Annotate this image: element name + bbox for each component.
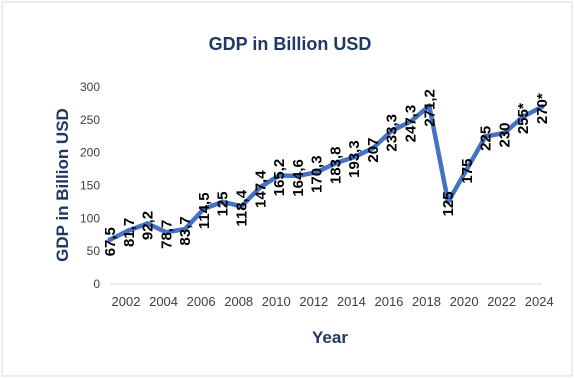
data-label: 233,3 (384, 114, 401, 152)
y-tick-label: 150 (80, 179, 100, 193)
x-tick-label: 2020 (450, 294, 479, 309)
data-point (370, 145, 376, 151)
data-label: 92,2 (140, 211, 157, 240)
data-point (389, 128, 395, 134)
data-point (276, 173, 282, 179)
data-label: 270* (534, 93, 551, 124)
x-tick-label: 2014 (337, 294, 366, 309)
data-label: 83,7 (177, 216, 194, 245)
y-tick-label: 0 (93, 277, 100, 291)
data-label: 165,2 (271, 159, 288, 197)
data-point (351, 154, 357, 160)
x-tick-label: 2006 (187, 294, 216, 309)
data-point (107, 237, 113, 243)
data-point (145, 220, 151, 226)
y-tick-label: 100 (80, 211, 100, 225)
x-tick-label: 2016 (374, 294, 403, 309)
data-label: 175 (459, 159, 476, 184)
data-label: 125 (440, 191, 457, 216)
y-axis-title: GDP in Billion USD (53, 108, 72, 262)
data-label: 114,5 (196, 192, 213, 229)
x-tick-label: 2008 (224, 294, 253, 309)
data-point (257, 184, 263, 190)
data-label: 78,7 (158, 220, 175, 249)
data-point (295, 173, 301, 179)
data-point (520, 114, 526, 120)
data-label: 67,5 (102, 227, 119, 256)
data-label: 81,7 (121, 218, 138, 247)
chart-title: GDP in Billion USD (209, 34, 372, 54)
data-label: 207 (365, 138, 382, 163)
data-label: 147,4 (252, 170, 269, 208)
y-tick-label: 50 (87, 244, 101, 258)
data-point (238, 203, 244, 209)
y-tick-label: 250 (80, 113, 100, 127)
data-point (426, 103, 432, 109)
data-point (539, 104, 545, 110)
x-tick-label: 2022 (487, 294, 516, 309)
x-tick-label: 2018 (412, 294, 441, 309)
series-line-group (107, 103, 545, 243)
data-point (408, 119, 414, 125)
data-label: 118,4 (234, 189, 251, 226)
x-axis-title: Year (312, 328, 348, 347)
data-point (126, 227, 132, 233)
data-point (501, 130, 507, 136)
x-tick-label: 2012 (299, 294, 328, 309)
x-tick-label: 2010 (262, 294, 291, 309)
y-tick-label: 200 (80, 146, 100, 160)
data-point (201, 206, 207, 212)
y-axis: 0 50 100 150 200 250 300 (80, 80, 100, 291)
data-label: 164,6 (290, 159, 307, 197)
gdp-series-line (107, 103, 545, 242)
data-point (464, 166, 470, 172)
data-point (220, 199, 226, 205)
data-point (483, 133, 489, 139)
data-label: 271,2 (421, 89, 438, 127)
data-point (332, 160, 338, 166)
data-label: 255* (515, 103, 532, 134)
data-label: 247,3 (403, 105, 420, 143)
data-label: 183,8 (327, 147, 344, 185)
data-label: 170,3 (309, 155, 326, 193)
data-point (445, 199, 451, 205)
data-label: 125 (215, 191, 232, 216)
data-label: 230 (496, 122, 513, 147)
data-point (182, 226, 188, 232)
x-tick-label: 2002 (112, 294, 141, 309)
x-tick-label: 2024 (525, 294, 554, 309)
data-label: 193,3 (346, 140, 363, 178)
x-axis: 2002 2004 2006 2008 2010 2012 2014 2016 2018 2020… (110, 283, 554, 309)
data-point (314, 169, 320, 175)
data-point (163, 229, 169, 235)
x-tick-label: 2004 (149, 294, 178, 309)
data-label: 225 (478, 126, 495, 151)
y-tick-label: 300 (80, 80, 100, 94)
